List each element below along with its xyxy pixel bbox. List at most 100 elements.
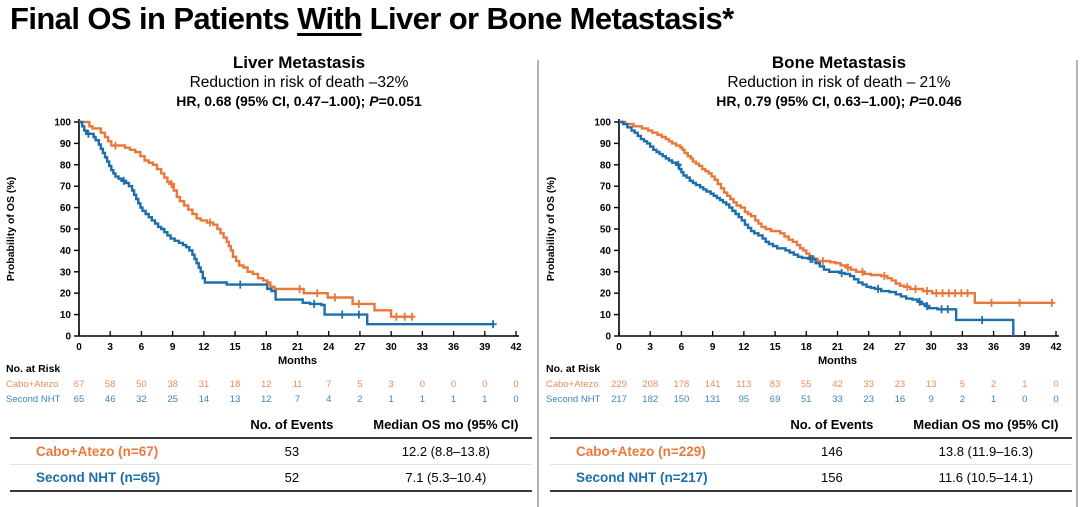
at-risk-count: 12 (261, 379, 272, 390)
bone-header: Bone Metastasis Reduction in risk of dea… (598, 52, 1080, 110)
liver-hr-line: HR, 0.68 (95% CI, 0.47–1.00); P=0.051 (58, 93, 540, 111)
bone-row-cabo-label: Cabo+Atezo (n=229) (576, 444, 706, 460)
at-risk-count: 16 (895, 394, 906, 405)
at-risk-count: 11 (293, 379, 303, 390)
y-tick-label: 40 (600, 246, 612, 257)
y-tick-label: 60 (60, 203, 72, 214)
y-tick-label: 0 (605, 332, 611, 343)
x-tick-label: 21 (832, 342, 844, 353)
table-row: Second NHT (n=217) 156 11.6 (10.5–14.1) (550, 464, 1072, 493)
censor-marks-cabo (111, 141, 416, 321)
at-risk-count: 25 (167, 394, 178, 405)
at-risk-count: 12 (261, 394, 272, 405)
at-risk-count: 69 (770, 394, 781, 405)
bone-row-nht-events: 156 (821, 470, 843, 486)
at-risk-count: 51 (801, 394, 812, 405)
at-risk-count: 31 (199, 379, 210, 390)
chart-panels: Liver Metastasis Reduction in risk of de… (0, 52, 1080, 493)
liver-p-value: =0.051 (378, 92, 422, 109)
y-tick-label: 100 (54, 118, 71, 129)
panel-bone-metastasis: Bone Metastasis Reduction in risk of dea… (540, 52, 1080, 493)
liver-row-nht-median: 7.1 (5.3–10.4) (405, 470, 487, 486)
y-axis-title: Probability of OS (%) (5, 177, 17, 281)
at-risk-series-label: Cabo+Atezo (546, 379, 599, 390)
y-tick-label: 30 (600, 267, 612, 278)
liver-row-nht-events: 52 (284, 470, 300, 486)
bone-p-value: =0.046 (918, 92, 962, 109)
x-tick-label: 30 (926, 342, 938, 353)
liver-chart-title: Liver Metastasis (232, 53, 366, 72)
at-risk-count: 2 (960, 394, 965, 405)
at-risk-count: 1 (482, 394, 487, 405)
km-curve-cabo (79, 120, 414, 319)
x-tick-label: 27 (354, 342, 366, 353)
x-tick-label: 6 (679, 342, 685, 353)
bone-summary-table: No. of Events Median OS mo (95% CI) Cabo… (550, 412, 1072, 493)
at-risk-count: 67 (74, 379, 85, 390)
at-risk-count: 131 (705, 394, 721, 405)
at-risk-count: 32 (136, 394, 147, 405)
at-risk-count: 23 (895, 379, 906, 390)
x-tick-label: 12 (198, 342, 210, 353)
y-tick-label: 20 (600, 289, 612, 300)
x-tick-label: 21 (292, 342, 304, 353)
at-risk-count: 0 (482, 379, 487, 390)
x-tick-label: 0 (616, 342, 622, 353)
at-risk-title: No. at Risk (546, 363, 600, 375)
x-tick-label: 24 (863, 342, 875, 353)
bone-summary-header-median: Median OS mo (95% CI) (913, 417, 1059, 433)
at-risk-count: 65 (74, 394, 85, 405)
at-risk-series-label: Cabo+Atezo (6, 379, 59, 390)
y-tick-label: 10 (600, 310, 612, 321)
bone-summary-header-events: No. of Events (790, 417, 874, 433)
liver-row-cabo-median: 12.2 (8.8–13.8) (401, 444, 490, 460)
x-tick-label: 36 (988, 342, 1000, 353)
bone-summary-header-row: No. of Events Median OS mo (95% CI) (550, 412, 1072, 440)
at-risk-title: No. at Risk (6, 363, 60, 375)
at-risk-count: 0 (513, 379, 518, 390)
bone-row-nht-label: Second NHT (n=217) (576, 470, 708, 486)
at-risk-count: 23 (863, 394, 874, 405)
title-post: Liver or Bone Metastasis* (361, 1, 735, 36)
y-tick-label: 20 (60, 289, 72, 300)
km-curve-nht (79, 120, 495, 326)
table-row: Second NHT (n=65) 52 7.1 (5.3–10.4) (10, 464, 532, 493)
bone-row-cabo-median: 13.8 (11.9–16.3) (938, 444, 1034, 460)
x-tick-label: 42 (1050, 342, 1062, 353)
km-curve-nht (619, 120, 1015, 337)
liver-row-nht-label: Second NHT (n=65) (36, 470, 161, 486)
at-risk-count: 1 (1022, 379, 1027, 390)
x-tick-label: 18 (261, 342, 273, 353)
at-risk-count: 13 (230, 394, 241, 405)
liver-p-symbol: P (369, 92, 379, 109)
liver-summary-header-row: No. of Events Median OS mo (95% CI) (10, 412, 532, 440)
at-risk-count: 0 (420, 379, 425, 390)
bone-hr-text: HR, 0.79 (95% CI, 0.63–1.00); (716, 92, 910, 109)
at-risk-count: 9 (928, 394, 933, 405)
x-tick-label: 3 (107, 342, 113, 353)
at-risk-count: 0 (1053, 379, 1058, 390)
liver-row-cabo-label: Cabo+Atezo (n=67) (36, 444, 159, 460)
page-title: Final OS in Patients With Liver or Bone … (10, 1, 734, 37)
at-risk-count: 1 (420, 394, 425, 405)
x-tick-label: 15 (230, 342, 242, 353)
title-underlined-word: With (297, 1, 362, 36)
bone-row-cabo-events: 146 (821, 444, 843, 460)
y-tick-label: 50 (600, 225, 612, 236)
censor-marks-nht (674, 160, 986, 325)
at-risk-count: 0 (1053, 394, 1058, 405)
x-tick-label: 33 (957, 342, 969, 353)
panel-divider-center (537, 60, 539, 507)
y-tick-label: 90 (600, 139, 612, 150)
at-risk-count: 182 (642, 394, 658, 405)
x-tick-label: 33 (417, 342, 429, 353)
at-risk-count: 2 (991, 379, 996, 390)
y-tick-label: 30 (60, 267, 72, 278)
at-risk-count: 58 (105, 379, 116, 390)
x-tick-label: 39 (1019, 342, 1031, 353)
at-risk-count: 13 (926, 379, 937, 390)
at-risk-count: 42 (832, 379, 843, 390)
at-risk-count: 7 (295, 394, 300, 405)
